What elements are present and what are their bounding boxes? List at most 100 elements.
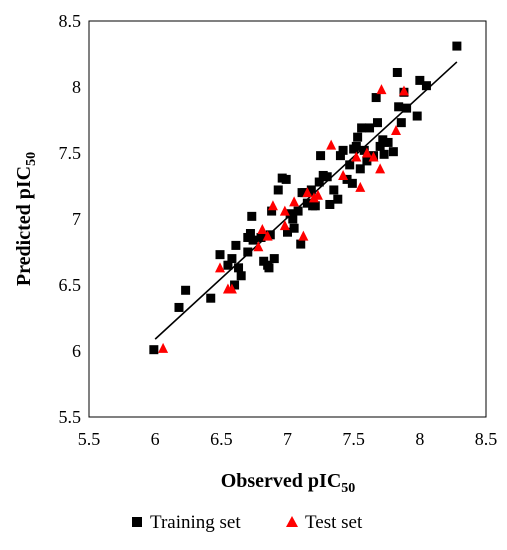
test-point xyxy=(253,241,264,252)
training-point xyxy=(248,235,258,245)
training-point xyxy=(296,239,306,249)
training-point xyxy=(415,75,425,85)
training-point xyxy=(371,93,381,103)
training-point xyxy=(289,223,299,233)
training-point xyxy=(285,209,295,219)
training-point xyxy=(206,293,216,303)
y-tick-label: 7 xyxy=(72,209,81,229)
training-point xyxy=(314,177,324,187)
training-point xyxy=(402,103,412,113)
test-point xyxy=(368,151,379,162)
x-axis-title: Observed pIC50 xyxy=(221,470,356,496)
training-point xyxy=(149,345,159,355)
training-point xyxy=(181,285,191,295)
training-point xyxy=(357,123,367,133)
training-point xyxy=(452,41,462,51)
training-point xyxy=(383,137,393,147)
training-point xyxy=(288,214,298,224)
training-point xyxy=(236,271,246,281)
legend-training-label: Training set xyxy=(150,512,241,533)
training-point xyxy=(264,263,274,273)
training-point xyxy=(223,260,233,270)
test-point xyxy=(262,230,273,241)
test-point xyxy=(375,163,386,174)
training-point xyxy=(338,145,348,155)
x-tick-label: 5.5 xyxy=(78,429,101,449)
tick-labels: 5.5 6 6.5 7 7.5 8 8.5 5.5 6 6.5 7 7.5 8 8.5 xyxy=(59,11,498,449)
training-point xyxy=(243,247,253,257)
x-tick-label: 6.5 xyxy=(210,429,233,449)
training-point xyxy=(231,240,241,250)
test-point xyxy=(158,342,169,353)
y-tick-label: 6.5 xyxy=(59,275,82,295)
training-point xyxy=(322,172,332,182)
test-point xyxy=(257,224,268,235)
training-point xyxy=(345,160,355,170)
training-point xyxy=(256,232,266,242)
training-point xyxy=(359,145,369,155)
test-point xyxy=(361,147,372,158)
test-point xyxy=(298,230,309,241)
training-point xyxy=(412,111,422,121)
training-point xyxy=(267,206,277,216)
training-point xyxy=(316,151,326,161)
training-point xyxy=(347,178,357,188)
training-point xyxy=(353,132,363,142)
training-point xyxy=(310,201,320,211)
training-point xyxy=(306,185,316,195)
y-tick-label: 8 xyxy=(72,77,81,97)
training-point xyxy=(372,118,382,128)
x-tick-label: 8 xyxy=(415,429,424,449)
x-tick-label: 7 xyxy=(283,429,292,449)
test-point xyxy=(215,262,226,273)
test-point xyxy=(226,283,237,294)
legend-training-marker xyxy=(132,517,142,527)
training-point xyxy=(227,254,237,264)
training-point xyxy=(273,185,283,195)
test-point xyxy=(312,189,323,200)
training-point xyxy=(234,263,244,273)
x-tick-label: 6 xyxy=(151,429,160,449)
training-point xyxy=(378,135,388,145)
training-point xyxy=(396,118,406,128)
test-point xyxy=(391,125,402,136)
training-point xyxy=(365,123,375,133)
legend: Training set Test set xyxy=(132,512,363,533)
test-point xyxy=(376,84,387,95)
training-point xyxy=(335,151,345,161)
y-tick-label: 6 xyxy=(72,341,81,361)
test-point xyxy=(355,181,366,192)
training-point xyxy=(269,254,279,264)
training-point xyxy=(247,211,257,221)
training-point xyxy=(375,141,385,151)
test-point xyxy=(338,169,349,180)
training-point xyxy=(392,67,402,77)
training-point xyxy=(355,164,365,174)
y-tick-label: 5.5 xyxy=(59,407,82,427)
test-point xyxy=(398,85,409,96)
y-axis-title: Predicted pIC50 xyxy=(13,152,39,286)
training-point xyxy=(325,199,335,209)
test-point xyxy=(302,187,313,198)
plot-area xyxy=(88,20,487,418)
test-point xyxy=(279,205,290,216)
test-point xyxy=(267,200,278,211)
training-point xyxy=(351,141,361,151)
training-point xyxy=(362,156,372,166)
data-points xyxy=(149,41,462,355)
test-point xyxy=(308,192,319,203)
training-point xyxy=(245,229,255,239)
training-point xyxy=(388,147,398,157)
test-point xyxy=(351,151,362,162)
x-tick-label: 7.5 xyxy=(342,429,365,449)
test-point xyxy=(279,220,290,231)
training-point xyxy=(302,198,312,208)
test-point xyxy=(289,196,300,207)
training-point xyxy=(174,302,184,312)
legend-test-label: Test set xyxy=(305,512,363,533)
training-point xyxy=(394,102,404,112)
training-point xyxy=(265,230,275,240)
training-point xyxy=(230,280,240,290)
test-point xyxy=(326,139,337,150)
